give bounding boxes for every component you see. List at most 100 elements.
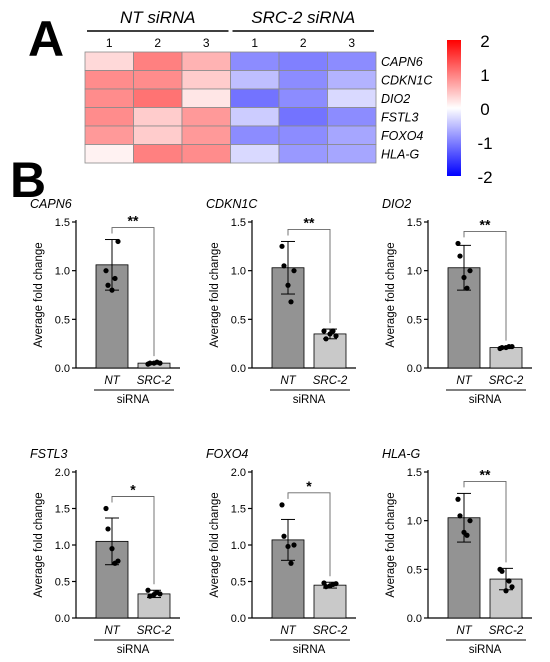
x-category-label: SRC-2 xyxy=(137,625,172,637)
heatmap-cell xyxy=(84,51,134,71)
heatmap-column-label: 3 xyxy=(348,36,355,50)
data-point xyxy=(147,360,153,366)
heatmap-column-label: 3 xyxy=(203,36,210,50)
heatmap-cell xyxy=(278,107,328,127)
heatmap-row-label: FOXO4 xyxy=(381,129,423,143)
y-tick-label: 1.0 xyxy=(407,266,422,278)
y-tick-label: 1.0 xyxy=(55,540,70,552)
y-tick-label: 2.0 xyxy=(55,467,70,479)
x-category-label: SRC-2 xyxy=(313,375,348,387)
y-axis-label: Average fold change xyxy=(385,242,397,347)
significance-bracket xyxy=(111,227,155,357)
heatmap-group-label: NT siRNA xyxy=(120,8,196,27)
x-axis-label: siRNA xyxy=(469,394,502,406)
y-axis-label: Average fold change xyxy=(385,492,397,597)
heatmap-cell xyxy=(181,51,231,71)
data-point xyxy=(321,328,327,334)
y-tick-label: 0.0 xyxy=(55,363,70,375)
data-point xyxy=(157,591,163,597)
data-point xyxy=(279,502,285,508)
heatmap-cell xyxy=(133,144,183,164)
data-point xyxy=(330,328,336,334)
significance-bracket xyxy=(463,480,507,563)
heatmap-cell xyxy=(327,51,377,71)
x-axis-label: siRNA xyxy=(469,644,502,656)
x-category-label: SRC-2 xyxy=(489,375,524,387)
y-tick-label: 0.0 xyxy=(231,363,246,375)
data-point xyxy=(461,274,467,281)
heatmap-column-label: 2 xyxy=(154,36,161,50)
y-axis-label: Average fold change xyxy=(33,492,45,597)
data-point xyxy=(279,243,285,249)
bar-chart-dio2: DIO2 0.0 0.5 1.0 1.5 Average fold change NT SRC… xyxy=(382,197,532,406)
heatmap-cell xyxy=(84,70,134,90)
data-point xyxy=(333,333,339,339)
heatmap-cell xyxy=(278,70,328,90)
heatmap-cell xyxy=(278,51,328,71)
heatmap-cell xyxy=(84,88,134,108)
heatmap-row-label: HLA-G xyxy=(381,147,419,161)
y-tick-label: 1.5 xyxy=(55,504,70,516)
data-point xyxy=(503,588,509,594)
data-point xyxy=(457,253,463,259)
heatmap-cell xyxy=(84,107,134,127)
data-point xyxy=(115,238,121,245)
heatmap-cell xyxy=(181,144,231,164)
bar xyxy=(313,584,347,619)
heatmap: NT siRNA SRC-2 siRNA 1 2 3 1 2 3 CAPN6 CDKN1C DIO2… xyxy=(84,8,493,187)
heatmap-cell xyxy=(133,70,183,90)
heatmap-column-label: 1 xyxy=(251,36,258,50)
heatmap-cell xyxy=(327,70,377,90)
heatmap-group-label: SRC-2 siRNA xyxy=(251,8,355,27)
x-category-label: SRC-2 xyxy=(313,625,348,637)
x-category-label: NT xyxy=(456,375,472,387)
y-tick-label: 1.0 xyxy=(231,540,246,552)
significance-label: * xyxy=(306,478,312,494)
data-point xyxy=(112,275,118,282)
heatmap-row-label: CAPN6 xyxy=(381,55,423,69)
y-tick-label: 0.0 xyxy=(231,613,246,625)
colorbar-tick-label: 2 xyxy=(480,32,489,51)
heatmap-row-label: CDKN1C xyxy=(381,73,433,87)
x-axis-label: siRNA xyxy=(293,394,326,406)
heatmap-cell xyxy=(327,107,377,127)
heatmap-cell xyxy=(327,144,377,164)
heatmap-column-label: 2 xyxy=(300,36,307,50)
y-tick-label: 0.5 xyxy=(407,564,422,576)
x-category-label: NT xyxy=(280,375,296,387)
significance-label: ** xyxy=(480,216,491,232)
significance-label: ** xyxy=(304,214,315,230)
heatmap-row-label: DIO2 xyxy=(381,92,410,106)
data-point xyxy=(509,584,515,590)
heatmap-cell xyxy=(181,70,231,90)
data-point xyxy=(145,587,151,593)
bar-chart-capn6: CAPN6 0.0 0.5 1.0 1.5 Average fold change NT SR… xyxy=(30,197,180,406)
chart-title: CAPN6 xyxy=(30,197,72,211)
heatmap-cell xyxy=(327,88,377,108)
data-point xyxy=(323,584,329,590)
chart-title: FSTL3 xyxy=(30,447,68,461)
heatmap-cell xyxy=(278,125,328,145)
y-tick-label: 0.5 xyxy=(407,314,422,326)
data-point xyxy=(506,578,512,584)
heatmap-cell xyxy=(133,107,183,127)
heatmap-column-label: 1 xyxy=(106,36,113,50)
y-tick-label: 1.0 xyxy=(231,266,246,278)
colorbar-tick-label: -1 xyxy=(477,134,492,153)
heatmap-cell xyxy=(327,125,377,145)
heatmap-cell xyxy=(278,88,328,108)
data-point xyxy=(103,505,109,512)
y-tick-label: 1.5 xyxy=(231,504,246,516)
significance-label: ** xyxy=(128,213,139,229)
chart-title: FOXO4 xyxy=(206,447,248,461)
heatmap-cell xyxy=(230,144,280,164)
y-tick-label: 1.5 xyxy=(407,467,422,479)
x-category-label: NT xyxy=(104,375,120,387)
heatmap-cell xyxy=(84,144,134,164)
data-point xyxy=(464,532,470,538)
data-point xyxy=(288,299,294,305)
data-point xyxy=(467,518,473,524)
chart-title: DIO2 xyxy=(382,197,411,211)
significance-label: ** xyxy=(480,466,491,482)
y-tick-label: 0.5 xyxy=(55,314,70,326)
